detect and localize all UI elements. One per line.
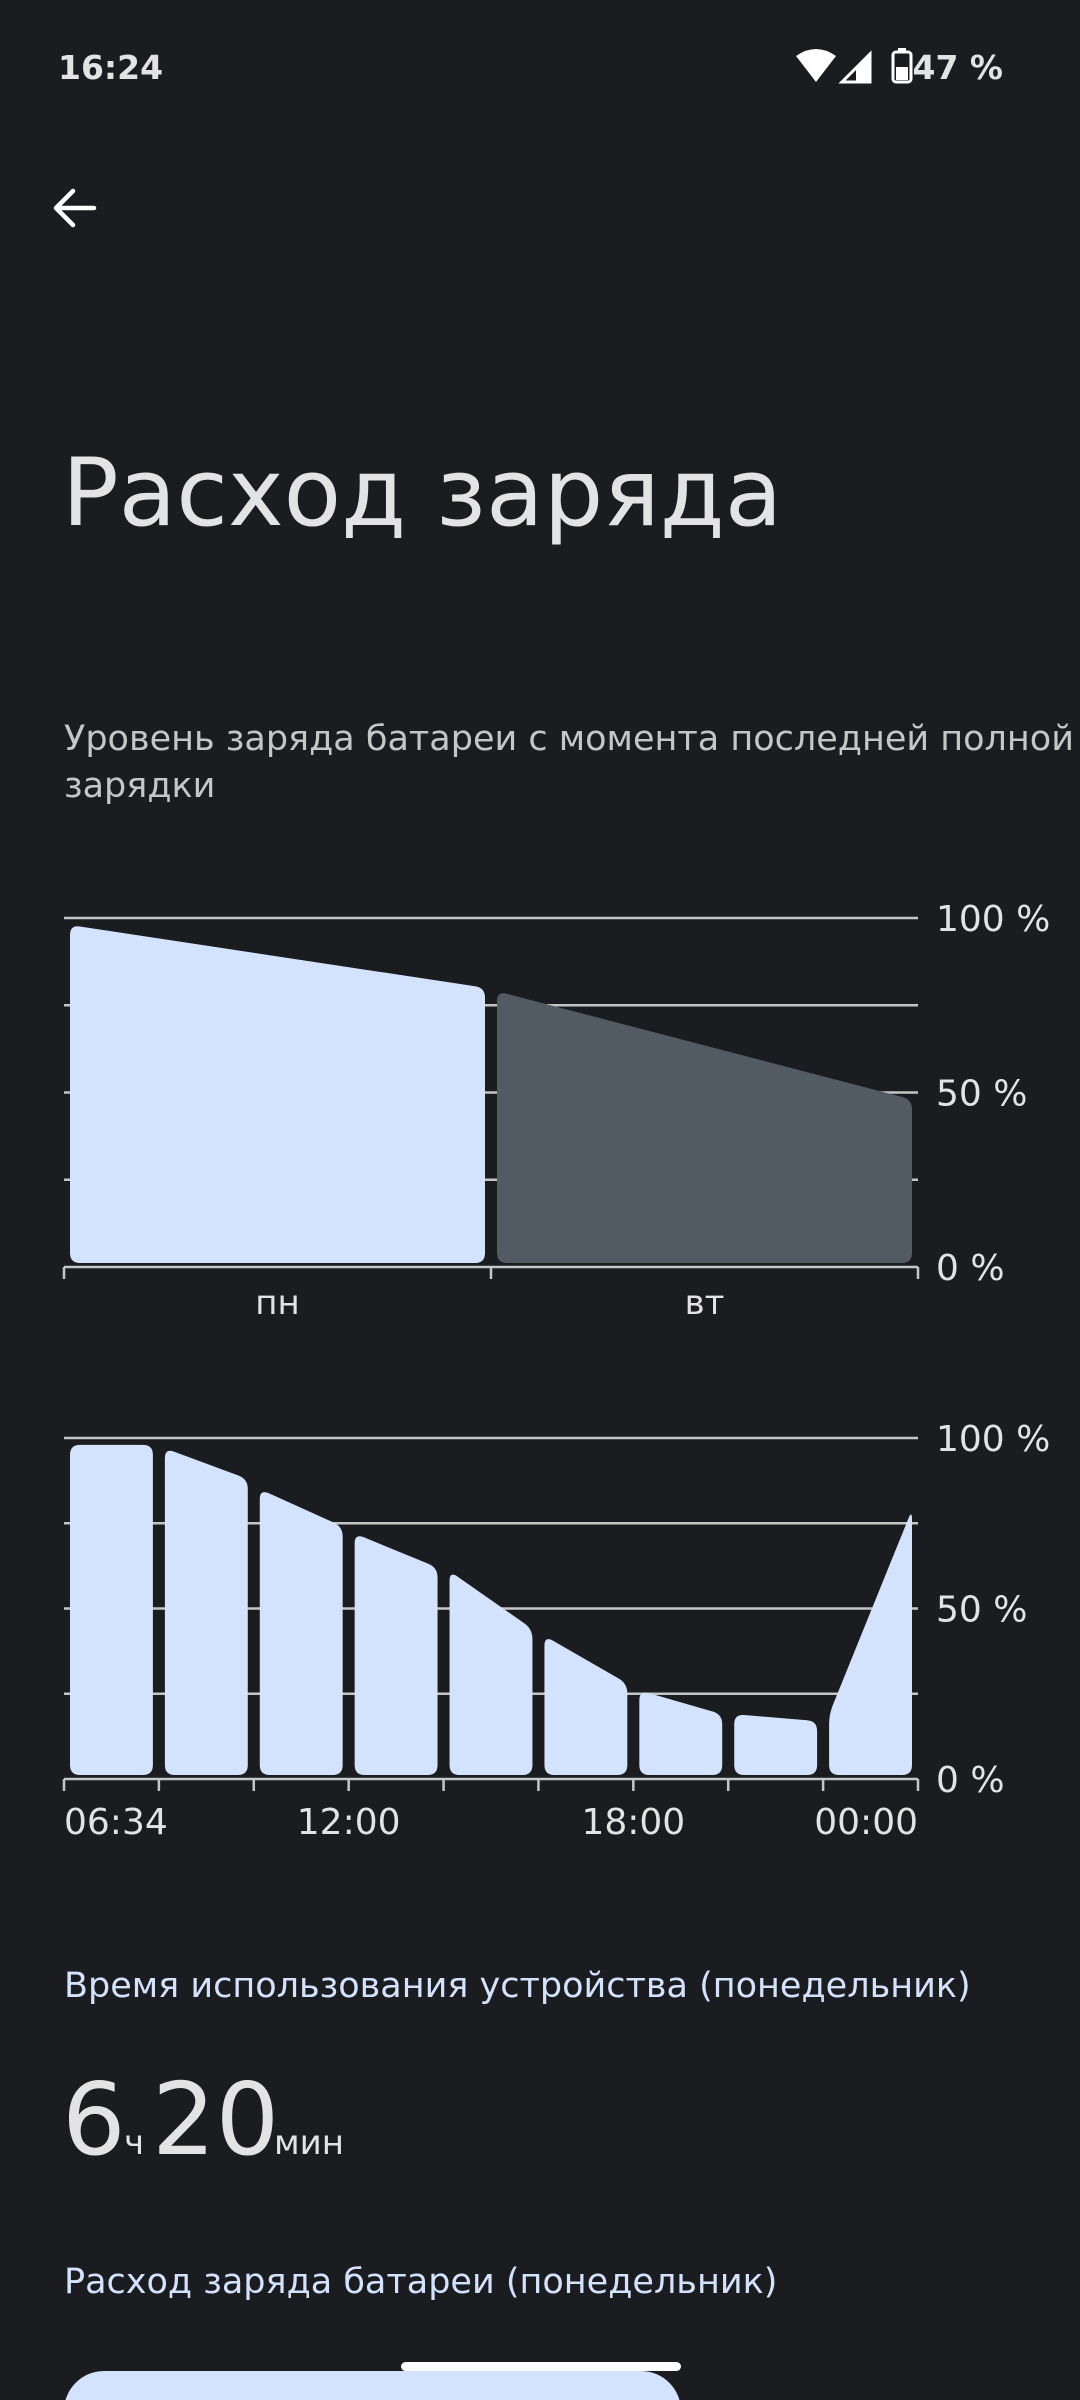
subtitle: зарядки: [64, 766, 215, 806]
battery-percent: 47 %: [913, 48, 1003, 87]
category-label: вт: [685, 1283, 725, 1323]
section-heading: Время использования устройства (понедель…: [64, 1966, 971, 2006]
bar: [164, 1450, 248, 1775]
bar: [497, 993, 912, 1263]
bar: [544, 1639, 628, 1775]
bar: [639, 1692, 723, 1775]
category-label: пн: [255, 1283, 299, 1323]
y-tick-label: 100 %: [936, 899, 1050, 940]
screen-time-minutes-unit: мин: [274, 2123, 344, 2163]
signal-level: [856, 54, 870, 82]
bar: [449, 1574, 533, 1775]
section-heading: Расход заряда батареи (понедельник): [64, 2262, 777, 2302]
x-tick-label: 00:00: [814, 1802, 918, 1843]
y-tick-label: 0 %: [936, 1760, 1005, 1801]
y-tick-label: 0 %: [936, 1248, 1005, 1289]
subtitle: Уровень заряда батареи с момента последн…: [64, 719, 1074, 759]
y-tick-label: 50 %: [936, 1590, 1027, 1631]
bar: [829, 1514, 912, 1775]
bar: [259, 1492, 343, 1775]
app-usage-card[interactable]: [64, 2371, 681, 2400]
bar: [734, 1714, 818, 1775]
nav-handle: [401, 2362, 681, 2371]
y-tick-label: 100 %: [936, 1419, 1050, 1460]
back-button[interactable]: [53, 188, 97, 228]
screen-time-minutes: 20: [152, 2061, 279, 2178]
bar: [70, 926, 485, 1263]
battery-icon: [891, 48, 913, 84]
y-tick-label: 50 %: [936, 1074, 1027, 1115]
x-tick-label: 12:00: [297, 1802, 401, 1843]
screen-time-hours: 6: [62, 2061, 126, 2178]
bar: [70, 1444, 153, 1775]
x-tick-label: 06:34: [64, 1802, 168, 1843]
bar: [354, 1536, 438, 1775]
x-tick-label: 18:00: [581, 1802, 685, 1843]
page-title: Расход заряда: [62, 439, 782, 548]
screen-time-hours-unit: ч: [124, 2123, 144, 2163]
status-time: 16:24: [58, 48, 163, 87]
wifi-icon: [796, 49, 836, 82]
